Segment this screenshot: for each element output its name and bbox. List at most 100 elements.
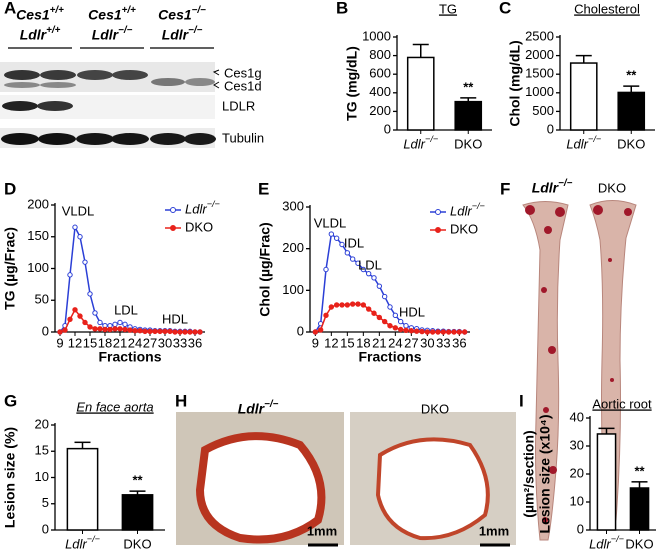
y-tick-label: 2500 [525,28,554,43]
point [117,326,123,332]
y-tick-label: 40 [570,409,584,424]
point [456,329,463,335]
x-axis-label: Fractions [358,349,421,365]
x-tick-label: 12 [324,335,338,350]
legend-marker [435,209,441,215]
point [92,326,98,332]
point [344,302,351,308]
panel-label: G [4,391,17,410]
y-axis-label: Lesion size (x10⁴) [537,415,553,534]
point [397,326,404,333]
y-axis-label: TG (mg/dL) [344,46,360,121]
x-tick-label: 30 [420,335,434,350]
x-axis-label: Fractions [98,349,161,365]
panel-label: F [500,179,510,198]
x-tick-label: 18 [98,335,112,350]
point [461,329,468,335]
point [157,328,163,335]
x-tick-label: 21 [113,335,127,350]
y-tick-label: 10 [570,493,584,508]
y-axis-label: Chol (µg/Frac) [257,222,273,316]
point [408,328,415,334]
y-tick-label: 0 [384,121,391,136]
point [92,310,98,316]
bar [406,56,435,131]
point [142,328,148,335]
chart-title: Aortic root [592,396,652,411]
bar [66,447,99,531]
x-tick-label: 21 [372,335,386,350]
panel-label: C [499,0,511,17]
point [77,234,83,240]
y-tick-label: 20 [570,465,584,480]
point [355,301,361,307]
point [387,323,393,329]
bar [454,100,483,131]
annotation: LDL [358,257,382,272]
blot-image [0,62,216,148]
point [97,319,103,326]
point [333,302,340,308]
x-tick-label: 15 [83,335,97,350]
chart-title: TG [439,1,457,16]
panel-label: D [4,179,16,198]
point [392,325,399,331]
x-tick-label: DKO [454,136,482,151]
point [381,293,388,300]
x-tick-label: 9 [312,335,319,350]
x-tick-label: 15 [340,335,354,350]
point [376,283,383,289]
legend-marker [170,225,176,231]
point [182,329,188,335]
x-tick-label: 24 [388,335,402,350]
genotype: Ces1+/+ [16,5,64,23]
point [317,327,324,333]
significance: ** [463,79,474,94]
x-tick-label: 33 [173,335,187,350]
y-tick-label: 30 [570,437,584,452]
y-tick-label: 1000 [525,84,554,99]
point [419,328,425,335]
point [177,329,183,335]
y-tick-label: 200 [27,196,49,211]
image-label: DKO [598,180,626,195]
point [371,310,377,316]
point [349,256,356,262]
image-label: DKO [421,401,449,416]
band-label: LDLR [222,98,255,113]
point [197,329,203,335]
annotation: LDL [114,302,138,317]
point [333,235,340,241]
y-tick-label: 0 [547,121,554,136]
y-tick-label: 200 [369,103,391,118]
point [147,328,153,335]
x-tick-label: DKO [123,536,151,551]
point [451,329,457,335]
point [365,270,372,277]
annotation: VLDL [314,215,347,230]
point [87,291,93,297]
y-tick-label: 0 [577,521,584,536]
y-tick-label: 0 [297,323,304,338]
point [67,272,73,278]
panel-label: I [519,391,524,410]
point [323,266,329,273]
significance: ** [626,68,637,83]
point [339,241,345,248]
point [137,328,143,334]
point [445,329,452,335]
x-tick-label: 9 [56,335,63,350]
genotype: Ldlr−/− [162,25,203,43]
point [77,313,83,319]
scale-label: 1mm [307,523,337,538]
point [192,329,198,335]
band-pointer [212,69,220,76]
y-tick-label: 1500 [525,66,554,81]
point [355,260,361,266]
x-tick-label: 27 [404,335,418,350]
point [339,302,345,308]
y-axis-label: Lesion size (%) [2,427,18,528]
point [82,319,88,326]
bar [629,487,650,531]
legend-marker [435,227,441,233]
